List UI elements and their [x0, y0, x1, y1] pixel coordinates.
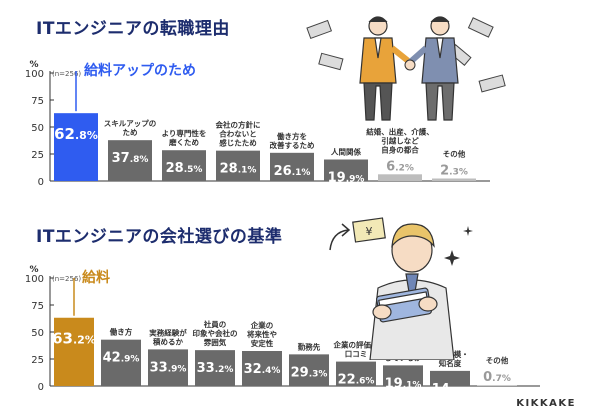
data-label: 22.6%: [338, 373, 375, 388]
bar: [216, 150, 260, 181]
data-label: 26.1%: [274, 164, 311, 179]
brand-logo: KIKKAKE: [516, 398, 576, 409]
category-label: その他: [443, 149, 466, 159]
y-tick-label: 100: [25, 274, 44, 285]
category-label: 結婚、出産、介護、引越しなど自身の都合: [366, 126, 434, 154]
sparkle-icon: [444, 226, 473, 266]
category-label: 企業の評価・口コミ: [333, 340, 379, 359]
category-label: 勤務先: [298, 341, 321, 351]
data-label: 33.2%: [197, 361, 234, 376]
person: [369, 223, 455, 360]
bar: [242, 351, 282, 386]
y-unit-label: %: [29, 60, 38, 70]
category-label: 会社の方針に合わないと感じたため: [216, 120, 261, 148]
data-label: 29.3%: [291, 365, 328, 380]
handshake-illustration: [306, 16, 506, 121]
category-label: 企業の将来性や安定性: [247, 320, 277, 348]
y-unit-label: %: [29, 265, 38, 275]
y-tick-label: 75: [31, 301, 44, 312]
category-label: その他: [486, 355, 509, 365]
businessman-right: [406, 16, 459, 121]
businessman-left: [359, 16, 414, 121]
bar: [289, 354, 329, 386]
bar: [477, 385, 517, 386]
bar: [108, 140, 152, 181]
data-label: 0.7%: [483, 370, 511, 385]
y-tick-label: 25: [31, 150, 44, 161]
bar: [432, 178, 476, 181]
bar: [148, 349, 188, 386]
bar: [162, 150, 206, 181]
category-label: 働き方: [109, 327, 133, 337]
y-tick-label: 25: [31, 355, 44, 366]
highlight-label: 給料: [82, 269, 110, 286]
bar: [270, 152, 314, 181]
bar: [430, 370, 470, 386]
data-label: 28.1%: [220, 162, 257, 177]
y-tick-label: 50: [31, 123, 44, 134]
bar: [378, 174, 422, 181]
bar: [101, 339, 141, 386]
data-label: 19.1%: [385, 376, 422, 391]
bar: [195, 350, 235, 386]
category-label: 実務経験が積めるか: [149, 327, 187, 346]
bar: [383, 365, 423, 386]
criteria-bar-chart: 0 25 50 75 100% (n=256) 63.2% 42.9% 働き方 33.9% 実務経験…: [25, 265, 540, 397]
category-label: 人間関係: [331, 147, 361, 157]
category-label: 社員の印象や会社の雰囲気: [193, 319, 238, 347]
data-label: 19.9%: [328, 171, 365, 186]
data-label: 28.5%: [166, 161, 203, 176]
data-label: 63.2%: [52, 330, 96, 348]
y-tick-label: 50: [31, 328, 44, 339]
y-tick-label: 0: [38, 177, 44, 188]
money-illustration: [306, 17, 506, 93]
arrow-up-icon: [329, 223, 351, 251]
yen-card-illustration: ¥: [329, 217, 473, 360]
category-label: 働き方を改善するため: [270, 131, 315, 150]
data-label: 2.3%: [440, 164, 468, 179]
data-label: 32.4%: [244, 362, 281, 377]
bar: [54, 317, 94, 386]
svg-text:¥: ¥: [366, 225, 373, 238]
reason-bar-chart: 0 25 50 75 100% (n=256) 62.8% 37.8% スキルアップのため 28.…: [25, 60, 490, 188]
yen-card: ¥: [352, 217, 386, 243]
data-label: 42.9%: [103, 351, 140, 366]
bar: [336, 361, 376, 386]
sample-size-note: (n=256): [52, 70, 81, 78]
highlight-label: 給料アップのため: [84, 62, 196, 79]
data-label: 6.2%: [386, 159, 414, 174]
sample-size-note: (n=256): [52, 275, 81, 283]
data-label: 33.9%: [150, 360, 187, 375]
chart-title: ITエンジニアの会社選びの基準: [36, 227, 283, 247]
y-tick-label: 0: [38, 382, 44, 393]
data-label: 14.0%: [432, 382, 469, 397]
y-tick-label: 100: [25, 69, 44, 80]
data-label: 37.8%: [112, 151, 149, 166]
category-label: スキルアップのため: [104, 118, 157, 137]
bar: [54, 113, 98, 181]
category-label: より専門性を磨くため: [162, 128, 207, 147]
data-label: 62.8%: [54, 125, 98, 143]
bar: [324, 159, 368, 181]
chart-title: ITエンジニアの転職理由: [36, 19, 230, 39]
y-tick-label: 75: [31, 96, 44, 107]
